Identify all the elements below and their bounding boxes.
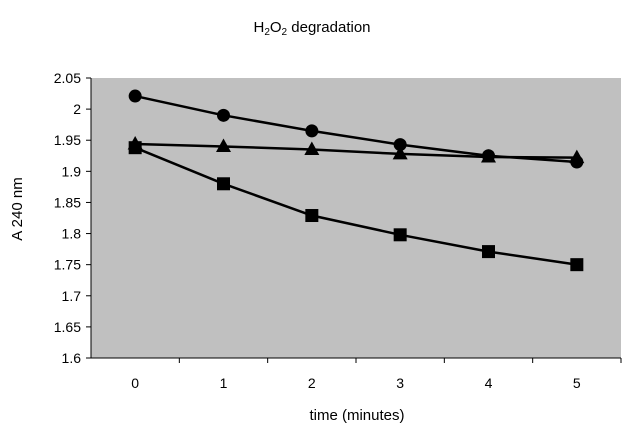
data-point-triangle: [392, 145, 408, 160]
title-part-h: H: [253, 19, 264, 36]
y-tick-label: 1.95: [54, 132, 81, 148]
y-tick-label: 2.05: [54, 70, 81, 86]
series-square: [128, 141, 584, 272]
data-point-triangle: [304, 141, 320, 156]
data-point-triangle: [481, 149, 496, 163]
title-part-degradation: degradation: [287, 19, 370, 36]
data-point-circle: [128, 89, 142, 103]
y-tick-label: 1.7: [62, 288, 82, 304]
x-tick-label: 5: [573, 375, 581, 391]
data-point-triangle: [216, 138, 231, 152]
y-tick-label: 2: [73, 101, 81, 117]
series-layer: [127, 89, 585, 272]
data-point-square: [482, 245, 495, 259]
x-tick-labels: 0 1 2 3 4 5: [131, 375, 581, 391]
y-tick-label: 1.85: [54, 194, 81, 210]
data-point-square: [393, 228, 407, 242]
title-part-o: O: [270, 19, 282, 36]
x-axis-label: time (minutes): [309, 407, 404, 424]
y-tick-labels: 1.6 1.65 1.7 1.75 1.8 1.85 1.9 1.95 2 2.05: [54, 70, 81, 366]
series-triangle: [127, 135, 585, 164]
y-tick-label: 1.9: [62, 163, 82, 179]
data-point-square: [128, 141, 142, 155]
data-point-square: [570, 258, 584, 272]
x-tick-label: 2: [308, 375, 316, 391]
title-part-subscript-2: 2: [264, 27, 270, 38]
axes: [86, 77, 622, 363]
data-point-square: [217, 177, 230, 191]
data-point-triangle: [569, 149, 585, 164]
x-tick-label: 0: [131, 375, 139, 391]
x-tick-label: 3: [396, 375, 404, 391]
data-point-circle: [305, 124, 319, 138]
y-tick-label: 1.8: [62, 226, 82, 242]
chart-title: H2O2 degradation: [253, 19, 370, 38]
x-tick-label: 1: [220, 375, 228, 391]
y-tick-label: 1.6: [62, 350, 82, 366]
plot-area: [91, 78, 621, 358]
x-tick-label: 4: [485, 375, 493, 391]
y-tick-label: 1.65: [54, 319, 81, 335]
title-part-subscript-2b: 2: [282, 27, 288, 38]
data-point-circle: [217, 108, 230, 122]
data-point-circle: [393, 138, 407, 152]
data-point-square: [305, 209, 319, 223]
y-axis-label: A 240 nm: [9, 177, 26, 240]
y-tick-label: 1.75: [54, 257, 81, 273]
series-line-triangle: [135, 142, 577, 159]
series-line-square: [134, 146, 578, 266]
